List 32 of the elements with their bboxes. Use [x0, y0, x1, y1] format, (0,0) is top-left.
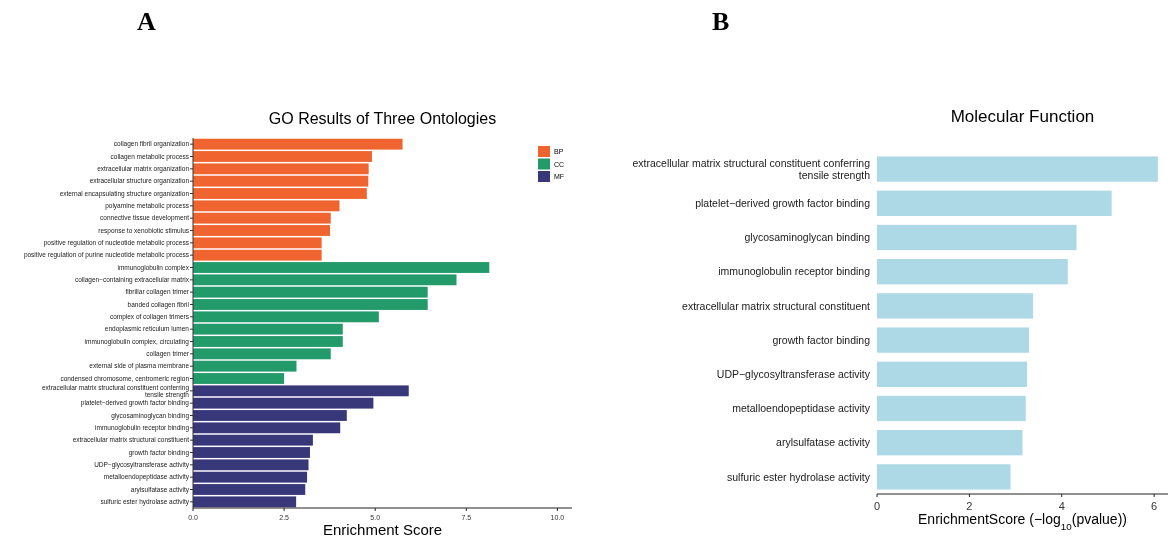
y-tick-label: arylsulfatase activity [776, 436, 871, 449]
y-tick-label: extracellular matrix structural constituent [682, 299, 871, 312]
x-tick-label: 4 [1058, 500, 1065, 512]
y-tick-label: sulfuric ester hydrolase activity [727, 470, 871, 483]
bar [877, 430, 1023, 456]
y-tick-label: UDP−glycosyltransferase activity [716, 367, 871, 380]
bar [877, 224, 1077, 251]
y-tick-label: metalloendopeptidase activity [732, 402, 871, 415]
chart-title: Molecular Function [950, 107, 1095, 126]
bar [877, 156, 1158, 182]
x-tick-label: 0 [873, 500, 881, 512]
y-tick-label: glycosaminoglycan binding [744, 231, 871, 244]
y-tick-label: platelet−derived growth factor binding [695, 196, 871, 209]
x-tick-label: 6 [1151, 500, 1158, 512]
bar [877, 190, 1112, 216]
x-axis-title: EnrichmentScore (−log$_{10}$(pvalue)) [918, 511, 1127, 532]
bar [193, 385, 409, 397]
bar [877, 395, 1026, 422]
bar [193, 249, 322, 261]
x-axis-title: Enrichment Score [322, 521, 443, 538]
text: B [712, 7, 730, 36]
text: A [137, 7, 156, 36]
chart-title: GO Results of Three Ontologies [268, 110, 497, 127]
y-tick-label: immunoglobulin receptor binding [718, 265, 871, 278]
bar [877, 361, 1028, 387]
y-tick-label: growth factor binding [772, 333, 871, 346]
bar [877, 327, 1029, 353]
bar [877, 293, 1034, 319]
x-tick-label: 2 [966, 500, 973, 512]
bar [877, 464, 1011, 490]
y-tick-label: extracellular matrix structural constituent conferring tensile strength [632, 157, 871, 181]
bar [877, 259, 1068, 285]
